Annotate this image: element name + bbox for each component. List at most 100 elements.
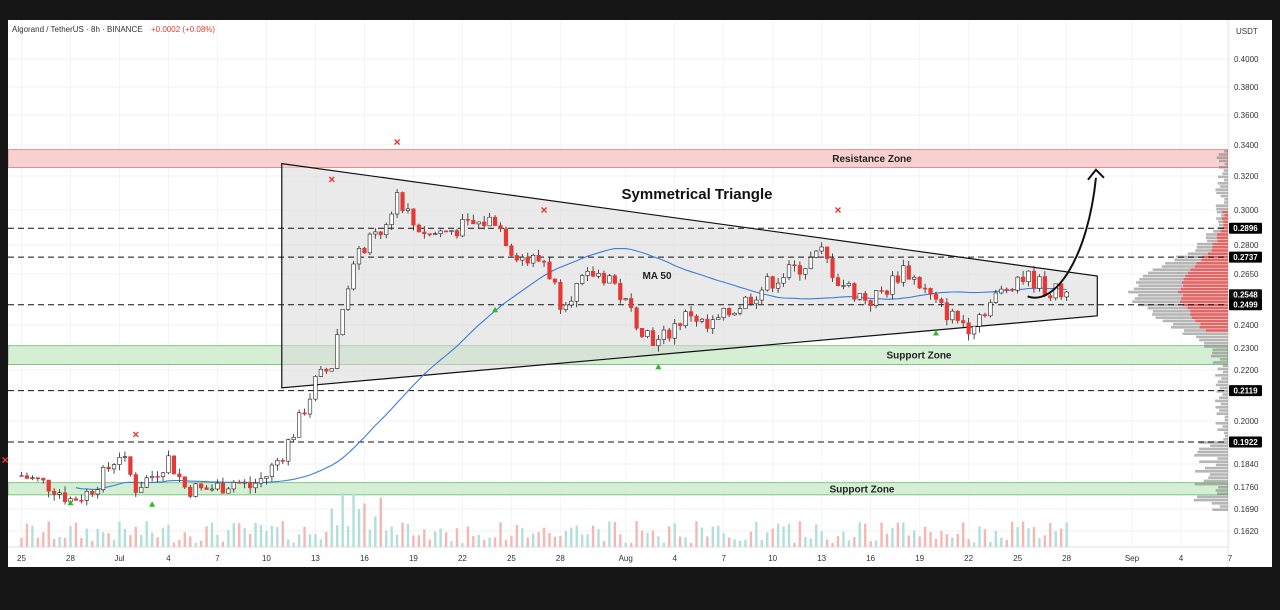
candle-body [830,258,835,278]
candle-body [416,224,421,233]
profile-bar [1215,383,1228,387]
volume-bar [711,526,715,547]
candle-body [422,231,427,235]
profile-bar [1217,457,1228,460]
volume-bar [292,542,295,547]
candle-body [291,436,296,440]
profile-bar-red [1222,210,1228,214]
candle-body [1042,276,1047,296]
candle-body [215,482,220,490]
candle-body [275,460,280,466]
candle-body [345,288,351,310]
currency-label: USDT [1236,27,1258,36]
volume-bar [983,529,987,547]
profile-bar [1197,450,1228,454]
price-tick-label: 0.3000 [1234,206,1259,215]
candle-body [443,230,449,233]
candle-body [650,330,656,347]
profile-bar-red [1190,310,1228,313]
candle-body [835,277,841,286]
volume-bar [1000,537,1003,547]
volume-bar [101,532,105,547]
candle-body [498,225,503,230]
volume-bar [902,522,905,547]
volume-bar [1049,523,1052,547]
volume-bar [1010,521,1014,547]
time-tick-label: 28 [556,554,565,563]
time-tick-label: 13 [311,554,320,563]
volume-bar [20,537,23,547]
candle-layer [19,189,1069,506]
volume-bar [390,526,393,547]
volume-bar [559,535,562,547]
profile-bar [1216,207,1228,211]
candle-body [1031,270,1037,289]
price-tag [1229,299,1262,311]
profile-bar [1221,214,1228,217]
profile-bar [1197,495,1228,499]
candle-body [906,265,911,280]
volume-bar [662,542,666,547]
candle-body [400,192,405,211]
candle-body [694,315,699,322]
time-tick-label: 22 [964,554,973,563]
volume-bar [314,533,317,547]
ma-label: MA 50 [642,271,672,282]
profile-bar [1219,386,1228,390]
volume-bar [216,535,219,547]
candle-body [667,329,672,339]
volume-profile [1128,150,1228,511]
candle-body [280,460,285,462]
candle-body [1064,291,1069,298]
volume-bar [1005,539,1008,547]
candle-body [623,298,628,301]
volume-bar [194,542,197,547]
projection-arrowhead [1087,168,1105,181]
candle-body [90,491,95,495]
zone-label: Support Zone [830,484,895,495]
profile-bar [1216,156,1228,159]
candle-body [536,254,541,262]
candle-body [585,270,590,276]
price-tick-label: 0.1840 [1234,460,1259,469]
volume-bar [248,533,252,547]
candle-body [514,255,519,261]
volume-bar [352,493,355,547]
candle-body [41,478,46,481]
candle-body [340,308,345,336]
profile-bar-red [1220,230,1228,233]
swing-high-cross [541,207,548,213]
profile-bar-red [1194,265,1228,268]
volume-bar [673,523,676,547]
profile-bar [1217,380,1228,383]
volume-layer [20,492,1068,547]
candle-body [166,455,171,474]
candle-body [122,456,128,458]
profile-bar-red [1190,313,1228,316]
candle-body [922,287,928,290]
profile-bar-red [1207,252,1228,255]
volume-bar [341,492,344,547]
profile-bar [1211,502,1228,505]
profile-bar [1216,390,1228,393]
candle-body [683,311,688,326]
volume-bar [276,527,279,547]
candle-body [62,492,68,502]
price-tag-label: 0.1922 [1233,438,1258,447]
profile-bar [1210,354,1228,358]
profile-bar [1215,204,1228,207]
volume-bar [787,523,791,547]
profile-bar [1138,294,1228,297]
volume-bar [1043,535,1047,547]
profile-bar [1182,332,1228,335]
candle-body [699,318,705,322]
volume-bar [444,532,448,547]
candle-body [639,327,645,337]
volume-bar [738,540,742,547]
price-tag [1229,222,1262,234]
volume-bar [243,528,246,547]
time-tick-label: Sep [1125,554,1140,563]
volume-bar [945,534,949,547]
price-tick-label: 0.3600 [1234,111,1259,120]
